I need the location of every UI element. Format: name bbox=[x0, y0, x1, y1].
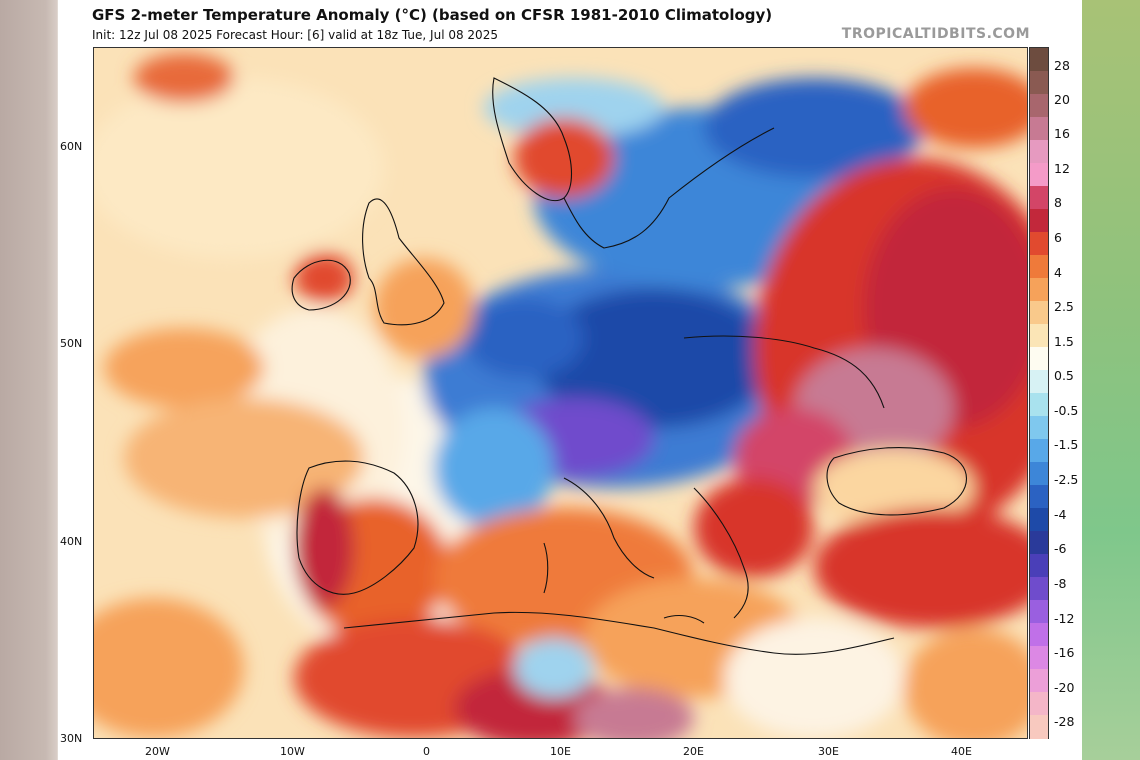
color-scale-label: 1.5 bbox=[1054, 334, 1074, 349]
color-scale-segment bbox=[1030, 232, 1048, 256]
color-scale-segment bbox=[1030, 623, 1048, 647]
lon-label-20w: 20W bbox=[145, 745, 170, 758]
color-scale-segment bbox=[1030, 278, 1048, 302]
color-scale-segment bbox=[1030, 416, 1048, 440]
color-scale-label: -6 bbox=[1054, 541, 1067, 556]
coastlines bbox=[291, 77, 968, 655]
color-scale-segment bbox=[1030, 577, 1048, 601]
anomaly-map bbox=[93, 47, 1028, 739]
color-scale-segment bbox=[1030, 715, 1048, 739]
right-background bbox=[1082, 0, 1140, 760]
map-subtitle: Init: 12z Jul 08 2025 Forecast Hour: [6]… bbox=[92, 28, 498, 42]
color-scale-segment bbox=[1030, 393, 1048, 417]
anomaly-field bbox=[94, 53, 1027, 738]
color-scale-segment bbox=[1030, 646, 1048, 670]
lat-label-40n: 40N bbox=[60, 535, 83, 548]
color-scale-label: -4 bbox=[1054, 507, 1067, 522]
color-scale-label: 4 bbox=[1054, 265, 1062, 280]
color-scale-segment bbox=[1030, 531, 1048, 555]
lat-label-50n: 50N bbox=[60, 337, 83, 350]
color-scale-label: 6 bbox=[1054, 230, 1062, 245]
color-scale-label: 20 bbox=[1054, 92, 1070, 107]
color-scale-segment bbox=[1030, 554, 1048, 578]
color-scale-segment bbox=[1030, 48, 1048, 72]
color-scale-label: 8 bbox=[1054, 195, 1062, 210]
lon-label-0: 0 bbox=[423, 745, 430, 758]
color-scale-segment bbox=[1030, 439, 1048, 463]
color-scale-segment bbox=[1030, 370, 1048, 394]
color-scale-segment bbox=[1030, 301, 1048, 325]
color-scale-label: 2.5 bbox=[1054, 299, 1074, 314]
color-scale-segment bbox=[1030, 508, 1048, 532]
color-scale-segment bbox=[1030, 347, 1048, 371]
color-scale-bar bbox=[1029, 47, 1049, 739]
lon-label-30e: 30E bbox=[818, 745, 839, 758]
color-scale-segment bbox=[1030, 324, 1048, 348]
map-field bbox=[94, 48, 1027, 738]
source-credit: TROPICALTIDBITS.COM bbox=[841, 26, 1030, 42]
color-scale-segment bbox=[1030, 462, 1048, 486]
lat-label-60n: 60N bbox=[60, 140, 83, 153]
color-scale-label: 12 bbox=[1054, 161, 1070, 176]
lon-label-10w: 10W bbox=[280, 745, 305, 758]
lon-label-40e: 40E bbox=[951, 745, 972, 758]
color-scale-segment bbox=[1030, 692, 1048, 716]
color-scale-segment bbox=[1030, 117, 1048, 141]
map-title: GFS 2-meter Temperature Anomaly (°C) (ba… bbox=[92, 6, 773, 24]
color-scale-label: -1.5 bbox=[1054, 437, 1079, 452]
color-scale-segment bbox=[1030, 485, 1048, 509]
color-scale-label: -28 bbox=[1054, 714, 1075, 729]
lat-label-30n: 30N bbox=[60, 732, 83, 745]
color-scale-segment bbox=[1030, 71, 1048, 95]
color-scale-segment bbox=[1030, 669, 1048, 693]
color-scale-label: -20 bbox=[1054, 680, 1075, 695]
color-scale-label: 0.5 bbox=[1054, 368, 1074, 383]
color-scale-segment bbox=[1030, 600, 1048, 624]
color-scale-label: -8 bbox=[1054, 576, 1067, 591]
color-scale-segment bbox=[1030, 209, 1048, 233]
color-scale-segment bbox=[1030, 140, 1048, 164]
lon-label-10e: 10E bbox=[550, 745, 571, 758]
color-scale-label: -12 bbox=[1054, 611, 1075, 626]
map-panel: GFS 2-meter Temperature Anomaly (°C) (ba… bbox=[58, 0, 1082, 760]
color-scale-segment bbox=[1030, 163, 1048, 187]
color-scale-label: -16 bbox=[1054, 645, 1075, 660]
color-scale-label: 28 bbox=[1054, 58, 1070, 73]
lon-label-20e: 20E bbox=[683, 745, 704, 758]
color-scale-label: -0.5 bbox=[1054, 403, 1079, 418]
color-scale-segment bbox=[1030, 186, 1048, 210]
color-scale-segment bbox=[1030, 255, 1048, 279]
color-scale-label: 16 bbox=[1054, 126, 1070, 141]
color-scale-segment bbox=[1030, 94, 1048, 118]
color-scale-label: -2.5 bbox=[1054, 472, 1079, 487]
